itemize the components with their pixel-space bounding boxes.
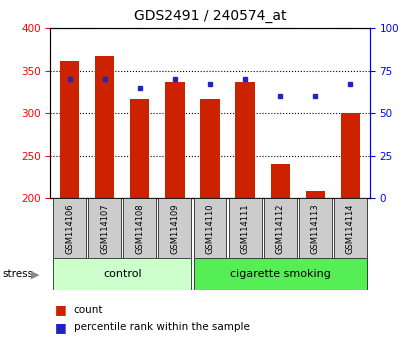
Bar bbox=[158, 198, 192, 258]
Bar bbox=[88, 198, 121, 258]
Bar bbox=[95, 56, 114, 198]
Bar bbox=[194, 258, 367, 290]
Bar bbox=[306, 190, 325, 198]
Text: GSM114111: GSM114111 bbox=[241, 203, 249, 253]
Bar bbox=[299, 198, 332, 258]
Bar bbox=[264, 198, 297, 258]
Bar bbox=[123, 198, 156, 258]
Text: control: control bbox=[103, 269, 142, 279]
Text: GSM114106: GSM114106 bbox=[65, 203, 74, 254]
Text: ■: ■ bbox=[55, 303, 66, 316]
Bar bbox=[165, 82, 184, 198]
Text: GSM114113: GSM114113 bbox=[311, 203, 320, 254]
Bar bbox=[60, 61, 79, 198]
Text: ▶: ▶ bbox=[32, 269, 40, 279]
Text: ■: ■ bbox=[55, 321, 66, 334]
Text: GDS2491 / 240574_at: GDS2491 / 240574_at bbox=[134, 9, 286, 23]
Text: stress: stress bbox=[2, 269, 33, 279]
Text: GSM114108: GSM114108 bbox=[135, 203, 144, 254]
Bar bbox=[194, 198, 226, 258]
Bar bbox=[341, 113, 360, 198]
Bar bbox=[270, 164, 290, 198]
Text: GSM114109: GSM114109 bbox=[171, 203, 179, 253]
Bar bbox=[200, 99, 220, 198]
Bar bbox=[228, 198, 262, 258]
Text: GSM114112: GSM114112 bbox=[276, 203, 285, 253]
Text: GSM114107: GSM114107 bbox=[100, 203, 109, 254]
Bar bbox=[53, 198, 86, 258]
Text: count: count bbox=[74, 305, 103, 315]
Text: cigarette smoking: cigarette smoking bbox=[230, 269, 331, 279]
Text: percentile rank within the sample: percentile rank within the sample bbox=[74, 322, 249, 332]
Text: GSM114110: GSM114110 bbox=[205, 203, 215, 253]
Bar bbox=[53, 258, 192, 290]
Bar bbox=[236, 82, 255, 198]
Bar bbox=[130, 99, 150, 198]
Text: GSM114114: GSM114114 bbox=[346, 203, 355, 253]
Bar bbox=[334, 198, 367, 258]
